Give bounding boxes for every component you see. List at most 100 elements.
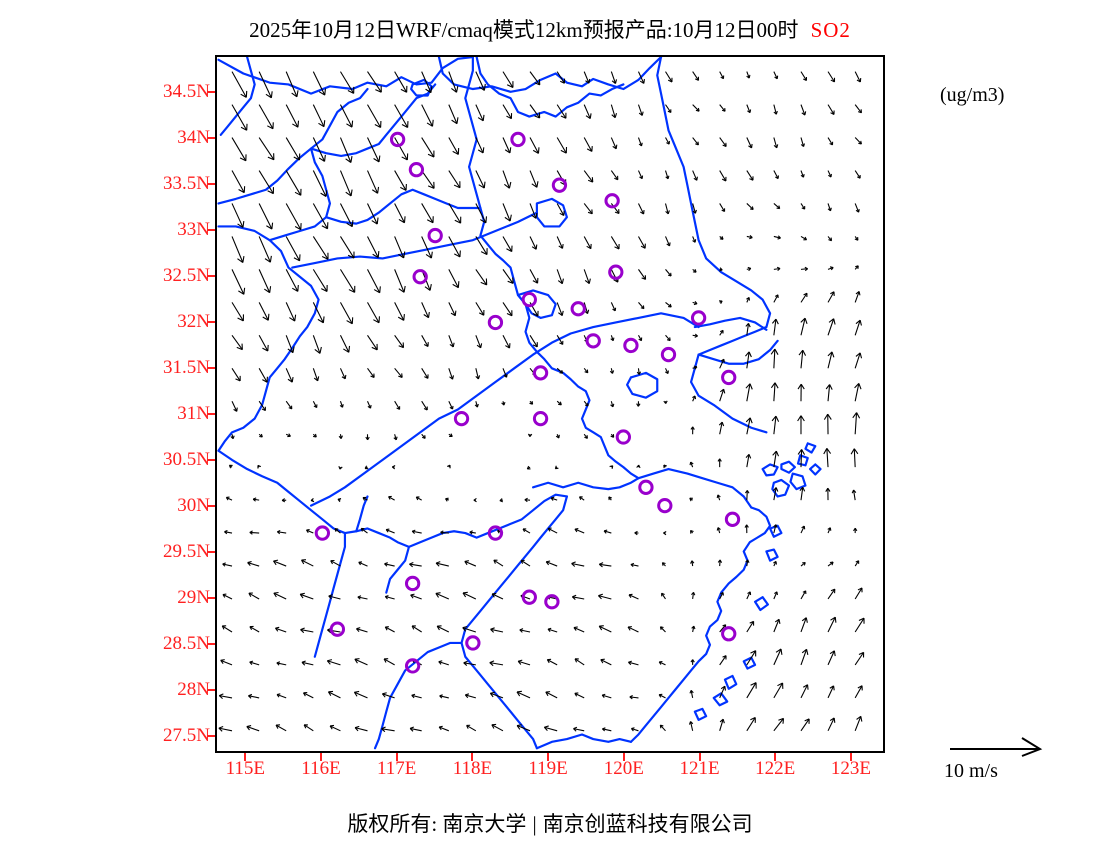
wind-arrow: [252, 497, 260, 502]
wind-arrow: [800, 648, 809, 666]
wind-arrow: [797, 449, 806, 468]
coastline-path: [464, 57, 640, 480]
station-marker[interactable]: [329, 621, 346, 637]
coastline-path: [325, 188, 482, 225]
wind-arrow: [339, 104, 354, 128]
x-tick-label: 121E: [679, 758, 720, 779]
station-marker[interactable]: [721, 369, 737, 386]
wind-arrow: [636, 401, 641, 407]
station-marker[interactable]: [660, 346, 677, 363]
x-tick-label: 122E: [755, 758, 796, 779]
wind-arrow: [823, 448, 832, 468]
station-marker-layer: [314, 131, 741, 674]
y-tick-mark: [207, 90, 215, 93]
wind-arrow: [385, 528, 395, 534]
y-tick-label: 28N: [177, 679, 210, 701]
station-marker[interactable]: [408, 161, 425, 178]
coastline-path: [217, 87, 369, 205]
station-marker[interactable]: [544, 594, 560, 610]
x-tick-mark: [319, 753, 322, 761]
station-marker[interactable]: [427, 227, 443, 244]
x-tick-mark: [471, 753, 474, 761]
station-marker[interactable]: [465, 635, 481, 651]
wind-arrow: [799, 486, 806, 501]
station-marker[interactable]: [532, 410, 549, 427]
wind-arrow: [827, 291, 835, 303]
wind-arrow: [636, 464, 641, 469]
wind-arrow: [800, 718, 810, 732]
coastline-path: [268, 147, 332, 242]
coastline-path: [313, 531, 347, 658]
station-marker[interactable]: [638, 479, 654, 495]
wind-arrow: [285, 137, 301, 161]
station-marker[interactable]: [510, 131, 526, 148]
wind-arrow: [285, 335, 295, 354]
station-marker[interactable]: [389, 131, 406, 148]
wind-arrow: [312, 302, 325, 324]
wind-arrow: [692, 236, 697, 243]
station-marker[interactable]: [412, 269, 428, 285]
station-marker[interactable]: [570, 301, 586, 317]
wind-arrow: [665, 334, 671, 342]
wind-arrow: [827, 71, 836, 83]
wind-arrow: [285, 104, 300, 128]
station-marker[interactable]: [453, 410, 470, 427]
wind-arrow: [746, 296, 751, 303]
wind-arrow: [258, 335, 269, 352]
wind-arrow: [462, 591, 477, 600]
wind-arrow: [258, 170, 275, 195]
station-marker[interactable]: [604, 193, 620, 209]
wind-arrow: [718, 421, 725, 435]
wind-arrow: [356, 627, 368, 633]
station-marker[interactable]: [314, 525, 331, 541]
station-marker[interactable]: [615, 429, 632, 445]
wind-arrow: [463, 660, 476, 666]
station-marker[interactable]: [521, 589, 537, 605]
wind-arrow: [466, 724, 477, 732]
wind-arrow: [273, 559, 287, 567]
wind-arrow: [367, 71, 382, 93]
wind-arrow: [854, 587, 863, 600]
coastline-path: [753, 596, 769, 612]
wind-arrow: [360, 527, 368, 534]
x-tick-label: 116E: [301, 758, 341, 779]
wind-arrow: [421, 368, 429, 379]
station-marker[interactable]: [487, 314, 504, 331]
wind-arrow: [474, 401, 479, 408]
station-marker[interactable]: [657, 497, 673, 514]
wind-arrow: [285, 170, 302, 196]
wind-arrow: [436, 625, 450, 633]
station-marker[interactable]: [690, 310, 707, 326]
wind-arrow: [300, 627, 314, 634]
station-marker[interactable]: [721, 626, 737, 642]
station-marker[interactable]: [585, 333, 601, 349]
station-marker[interactable]: [623, 337, 639, 354]
station-marker[interactable]: [551, 177, 568, 193]
wind-arrow: [409, 726, 422, 732]
wind-arrow: [854, 137, 862, 145]
wind-arrow: [394, 302, 405, 321]
map-plot-area[interactable]: [215, 55, 885, 753]
wind-arrow: [610, 302, 617, 312]
station-marker[interactable]: [532, 365, 549, 381]
wind-arrow: [448, 269, 460, 289]
wind-arrow: [312, 137, 326, 162]
wind-arrow: [574, 658, 585, 666]
wind-arrow: [665, 104, 672, 113]
wind-arrow: [556, 335, 564, 345]
station-marker[interactable]: [404, 658, 421, 674]
units-label: (ug/m3): [940, 84, 1005, 106]
wind-arrow: [719, 358, 725, 369]
wind-arrow: [411, 529, 422, 534]
station-marker[interactable]: [404, 575, 421, 592]
station-marker[interactable]: [724, 511, 741, 527]
wind-arrow: [353, 690, 368, 699]
wind-arrow: [692, 300, 698, 306]
station-marker[interactable]: [487, 525, 504, 541]
wind-arrow: [692, 137, 699, 146]
wind-arrow: [529, 203, 538, 219]
wind-arrow: [690, 659, 695, 665]
station-marker[interactable]: [521, 291, 537, 308]
station-marker[interactable]: [608, 264, 624, 280]
wind-arrow: [773, 203, 781, 210]
